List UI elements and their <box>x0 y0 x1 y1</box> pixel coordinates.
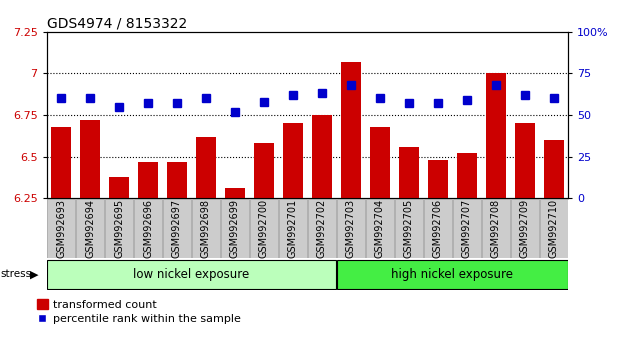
Bar <box>515 123 535 198</box>
Text: GSM992704: GSM992704 <box>375 199 385 258</box>
Text: GSM992699: GSM992699 <box>230 199 240 258</box>
Bar <box>428 160 448 198</box>
Text: GSM992706: GSM992706 <box>433 199 443 258</box>
FancyBboxPatch shape <box>424 199 451 258</box>
Bar <box>51 127 71 198</box>
Text: GSM992703: GSM992703 <box>346 199 356 258</box>
Text: GSM992694: GSM992694 <box>85 199 95 258</box>
Text: high nickel exposure: high nickel exposure <box>391 268 514 281</box>
Text: GSM992710: GSM992710 <box>549 199 559 258</box>
FancyBboxPatch shape <box>163 199 191 258</box>
Bar <box>456 153 477 198</box>
FancyBboxPatch shape <box>511 199 538 258</box>
Bar <box>283 123 303 198</box>
Text: stress: stress <box>1 269 32 279</box>
Text: ▶: ▶ <box>30 269 39 279</box>
Text: GSM992707: GSM992707 <box>462 199 472 258</box>
Bar <box>225 188 245 198</box>
Bar <box>138 162 158 198</box>
FancyBboxPatch shape <box>395 199 423 258</box>
FancyBboxPatch shape <box>337 199 365 258</box>
Legend: transformed count, percentile rank within the sample: transformed count, percentile rank withi… <box>37 299 241 324</box>
Text: GSM992701: GSM992701 <box>288 199 298 258</box>
Bar <box>312 115 332 198</box>
Bar <box>196 137 216 198</box>
FancyBboxPatch shape <box>105 199 133 258</box>
Text: low nickel exposure: low nickel exposure <box>134 268 250 281</box>
FancyBboxPatch shape <box>279 199 307 258</box>
Text: GSM992700: GSM992700 <box>259 199 269 258</box>
Text: GSM992698: GSM992698 <box>201 199 211 258</box>
FancyBboxPatch shape <box>308 199 336 258</box>
FancyBboxPatch shape <box>540 199 568 258</box>
FancyBboxPatch shape <box>134 199 162 258</box>
Bar <box>167 162 187 198</box>
FancyBboxPatch shape <box>337 260 568 289</box>
Bar <box>109 177 129 198</box>
FancyBboxPatch shape <box>250 199 278 258</box>
Text: GSM992709: GSM992709 <box>520 199 530 258</box>
FancyBboxPatch shape <box>453 199 481 258</box>
Bar <box>486 74 506 198</box>
FancyBboxPatch shape <box>76 199 104 258</box>
Bar <box>254 143 274 198</box>
Text: GSM992695: GSM992695 <box>114 199 124 258</box>
Text: GSM992705: GSM992705 <box>404 199 414 258</box>
FancyBboxPatch shape <box>47 260 336 289</box>
FancyBboxPatch shape <box>366 199 394 258</box>
Bar <box>369 127 390 198</box>
Text: GSM992697: GSM992697 <box>172 199 182 258</box>
Bar <box>399 147 419 198</box>
Bar <box>543 140 564 198</box>
FancyBboxPatch shape <box>221 199 249 258</box>
Text: GSM992693: GSM992693 <box>56 199 66 258</box>
Text: GDS4974 / 8153322: GDS4974 / 8153322 <box>47 17 187 31</box>
FancyBboxPatch shape <box>192 199 220 258</box>
Text: GSM992702: GSM992702 <box>317 199 327 258</box>
FancyBboxPatch shape <box>482 199 510 258</box>
Bar <box>341 62 361 198</box>
Text: GSM992708: GSM992708 <box>491 199 501 258</box>
Text: GSM992696: GSM992696 <box>143 199 153 258</box>
Bar <box>80 120 100 198</box>
FancyBboxPatch shape <box>47 199 75 258</box>
